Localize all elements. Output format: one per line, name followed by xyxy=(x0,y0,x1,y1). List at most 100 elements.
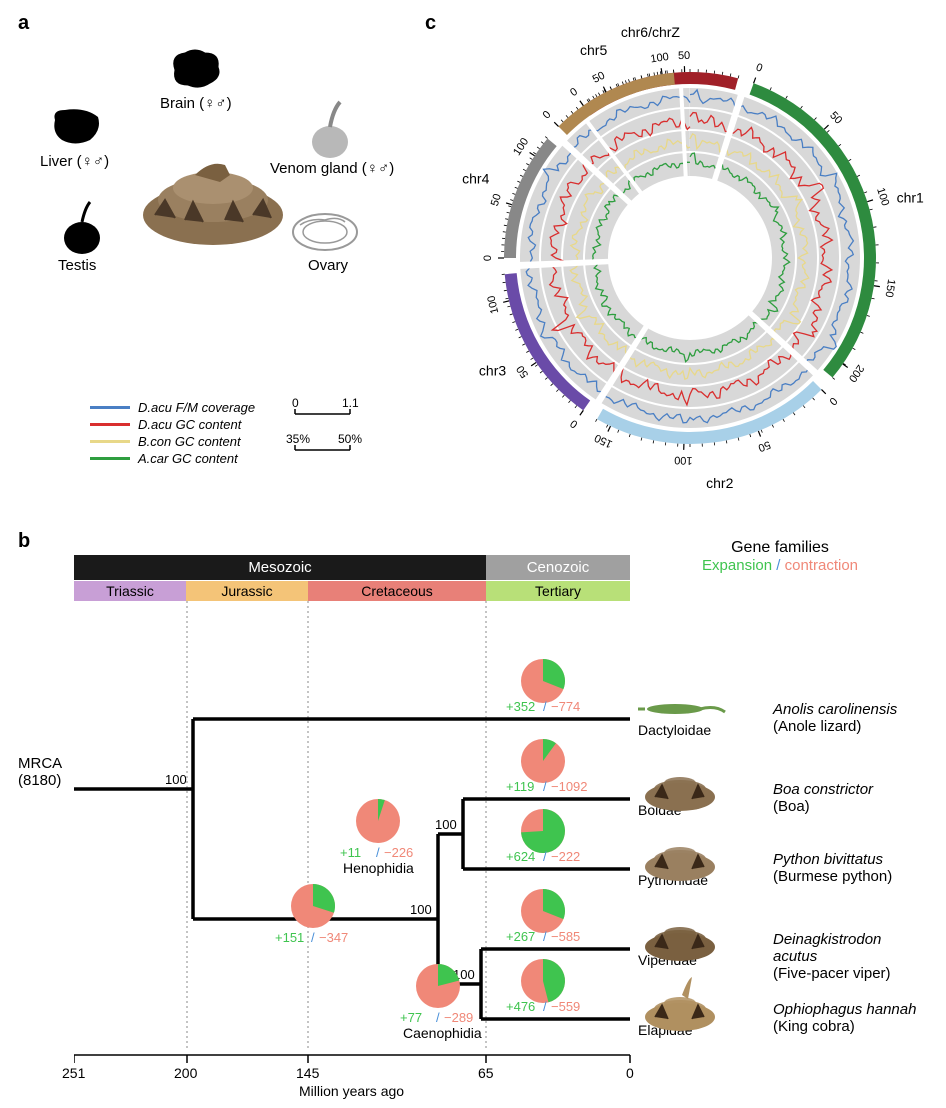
species-label: Boa constrictor(Boa) xyxy=(773,781,873,815)
svg-text:/: / xyxy=(543,929,547,944)
brain-label: Brain (♀♂) xyxy=(160,95,232,112)
svg-text:/: / xyxy=(543,699,547,714)
liver-label: Liver (♀♂) xyxy=(40,153,109,170)
legend-line-coverage xyxy=(90,406,130,409)
species-label: Deinagkistrodon acutus(Five-pacer viper) xyxy=(773,931,928,982)
svg-text:Caenophidia: Caenophidia xyxy=(403,1025,482,1041)
svg-text:+151: +151 xyxy=(275,930,304,945)
svg-text:−559: −559 xyxy=(551,999,580,1014)
legend-bcon-gc: B.con GC content xyxy=(90,434,420,449)
svg-text:chr5: chr5 xyxy=(580,42,607,58)
svg-text:100: 100 xyxy=(674,454,693,467)
legend-coverage: D.acu F/M coverage xyxy=(90,400,420,415)
svg-text:chr4: chr4 xyxy=(462,171,489,187)
svg-text:150: 150 xyxy=(593,431,615,450)
period-cretaceous: Cretaceous xyxy=(308,581,486,601)
svg-text:100: 100 xyxy=(165,772,187,787)
svg-text:100: 100 xyxy=(511,136,531,158)
svg-text:chr6/chrZ: chr6/chrZ xyxy=(621,24,681,40)
coverage-scale: 0 1.1 xyxy=(290,400,360,425)
svg-text:0: 0 xyxy=(482,255,494,261)
svg-text:−226: −226 xyxy=(384,845,413,860)
svg-text:/: / xyxy=(543,779,547,794)
svg-text:−585: −585 xyxy=(551,929,580,944)
gene-families-title: Gene families Expansion / contraction xyxy=(702,539,858,574)
time-axis: 251 200 145 65 0 Million years ago xyxy=(74,1053,630,1078)
expansion-label: Expansion xyxy=(702,557,772,574)
species-label: Anolis carolinensis(Anole lizard) xyxy=(773,701,897,735)
snake-center-icon xyxy=(135,140,290,250)
legend-line-dacu xyxy=(90,423,130,426)
contraction-label: contraction xyxy=(785,557,858,574)
testis-label: Testis xyxy=(58,257,96,274)
svg-text:/: / xyxy=(376,845,380,860)
gc-scale: 35% 50% xyxy=(290,436,360,461)
svg-text:/: / xyxy=(543,849,547,864)
svg-text:+624: +624 xyxy=(506,849,535,864)
legend-dacu-gc: D.acu GC content xyxy=(90,417,420,432)
svg-text:+119: +119 xyxy=(506,779,534,794)
svg-text:0: 0 xyxy=(754,61,764,74)
panel-b-label: b xyxy=(18,530,30,553)
period-tertiary: Tertiary xyxy=(486,581,630,601)
svg-text:−289: −289 xyxy=(444,1010,473,1025)
svg-text:100: 100 xyxy=(650,51,670,66)
svg-text:chr3: chr3 xyxy=(479,363,506,379)
legend-line-acar xyxy=(90,457,130,460)
species-label: Python bivittatus(Burmese python) xyxy=(773,851,892,885)
legend-line-bcon xyxy=(90,440,130,443)
svg-text:−222: −222 xyxy=(551,849,580,864)
panel-c-label: c xyxy=(425,12,436,35)
svg-text:+77: +77 xyxy=(400,1010,422,1025)
panel-a: Brain (♀♂) Liver (♀♂) Venom gland (♀♂) T… xyxy=(40,45,400,365)
panel-b: Gene families Expansion / contraction Me… xyxy=(18,555,928,1095)
svg-text:/: / xyxy=(436,1010,440,1025)
svg-text:+352: +352 xyxy=(506,699,535,714)
brain-icon xyxy=(160,45,230,95)
period-triassic: Triassic xyxy=(74,581,186,601)
svg-text:Dactyloidae: Dactyloidae xyxy=(638,722,711,738)
liver-icon xyxy=(50,105,105,150)
phylogeny-tree: 100100100100+352/−774Dactyloidae+119/−10… xyxy=(18,601,928,1051)
svg-text:0: 0 xyxy=(541,109,554,122)
panel-a-legend: D.acu F/M coverage D.acu GC content B.co… xyxy=(90,400,420,468)
legend-acar-gc: A.car GC content xyxy=(90,451,420,466)
mrca-label: MRCA (8180) xyxy=(18,755,62,789)
svg-text:−774: −774 xyxy=(551,699,580,714)
svg-text:100: 100 xyxy=(874,186,891,207)
panel-a-label: a xyxy=(18,12,29,35)
svg-text:chr1: chr1 xyxy=(897,190,924,206)
svg-text:Henophidia: Henophidia xyxy=(343,860,414,876)
period-jurassic: Jurassic xyxy=(186,581,308,601)
svg-text:−347: −347 xyxy=(319,930,348,945)
testis-icon xyxy=(60,200,105,255)
svg-text:+11: +11 xyxy=(340,845,361,860)
era-mesozoic: Mesozoic xyxy=(74,555,486,580)
svg-text:−1092: −1092 xyxy=(551,779,588,794)
svg-text:chr2: chr2 xyxy=(706,475,733,490)
svg-text:/: / xyxy=(311,930,315,945)
svg-text:/: / xyxy=(543,999,547,1014)
era-cenozoic: Cenozoic xyxy=(486,555,630,580)
venom-gland-icon xyxy=(305,100,355,160)
svg-text:200: 200 xyxy=(846,362,866,384)
svg-text:50: 50 xyxy=(514,363,531,380)
species-label: Ophiophagus hannah(King cobra) xyxy=(773,1001,916,1035)
svg-text:50: 50 xyxy=(489,192,504,207)
svg-text:0: 0 xyxy=(568,417,580,430)
svg-text:+476: +476 xyxy=(506,999,535,1014)
svg-text:50: 50 xyxy=(756,438,772,454)
svg-text:100: 100 xyxy=(435,817,457,832)
svg-text:0: 0 xyxy=(568,86,580,99)
svg-text:100: 100 xyxy=(485,294,501,315)
svg-text:150: 150 xyxy=(883,278,898,298)
svg-text:50: 50 xyxy=(678,50,691,62)
ovary-icon xyxy=(290,210,360,255)
svg-text:100: 100 xyxy=(410,902,432,917)
svg-text:+267: +267 xyxy=(506,929,535,944)
svg-text:50: 50 xyxy=(591,70,607,86)
ovary-label: Ovary xyxy=(308,257,348,274)
svg-text:50: 50 xyxy=(827,110,844,127)
circos-plot: 0 50 chr6/chrZ 0 50 100 150 200 chr1 0 50 100 150 chr… xyxy=(445,20,935,490)
svg-text:0: 0 xyxy=(826,394,839,407)
